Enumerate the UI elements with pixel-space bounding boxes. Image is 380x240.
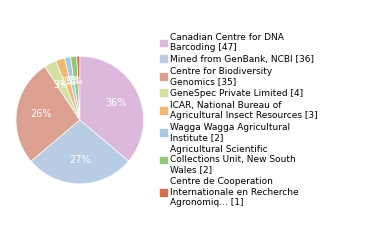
Text: 36%: 36% [105,98,127,108]
Text: 2%: 2% [60,77,75,87]
Wedge shape [16,66,80,161]
Text: 1%: 1% [68,76,84,86]
Wedge shape [65,57,80,120]
Text: 3%: 3% [54,80,69,90]
Wedge shape [56,58,80,120]
Text: 26%: 26% [30,109,51,119]
Text: 27%: 27% [69,155,90,165]
Text: 1%: 1% [65,76,80,86]
Wedge shape [80,56,144,161]
Wedge shape [31,120,128,184]
Wedge shape [77,56,80,120]
Wedge shape [45,61,80,120]
Legend: Canadian Centre for DNA
Barcoding [47], Mined from GenBank, NCBI [36], Centre fo: Canadian Centre for DNA Barcoding [47], … [160,33,318,207]
Wedge shape [71,56,80,120]
